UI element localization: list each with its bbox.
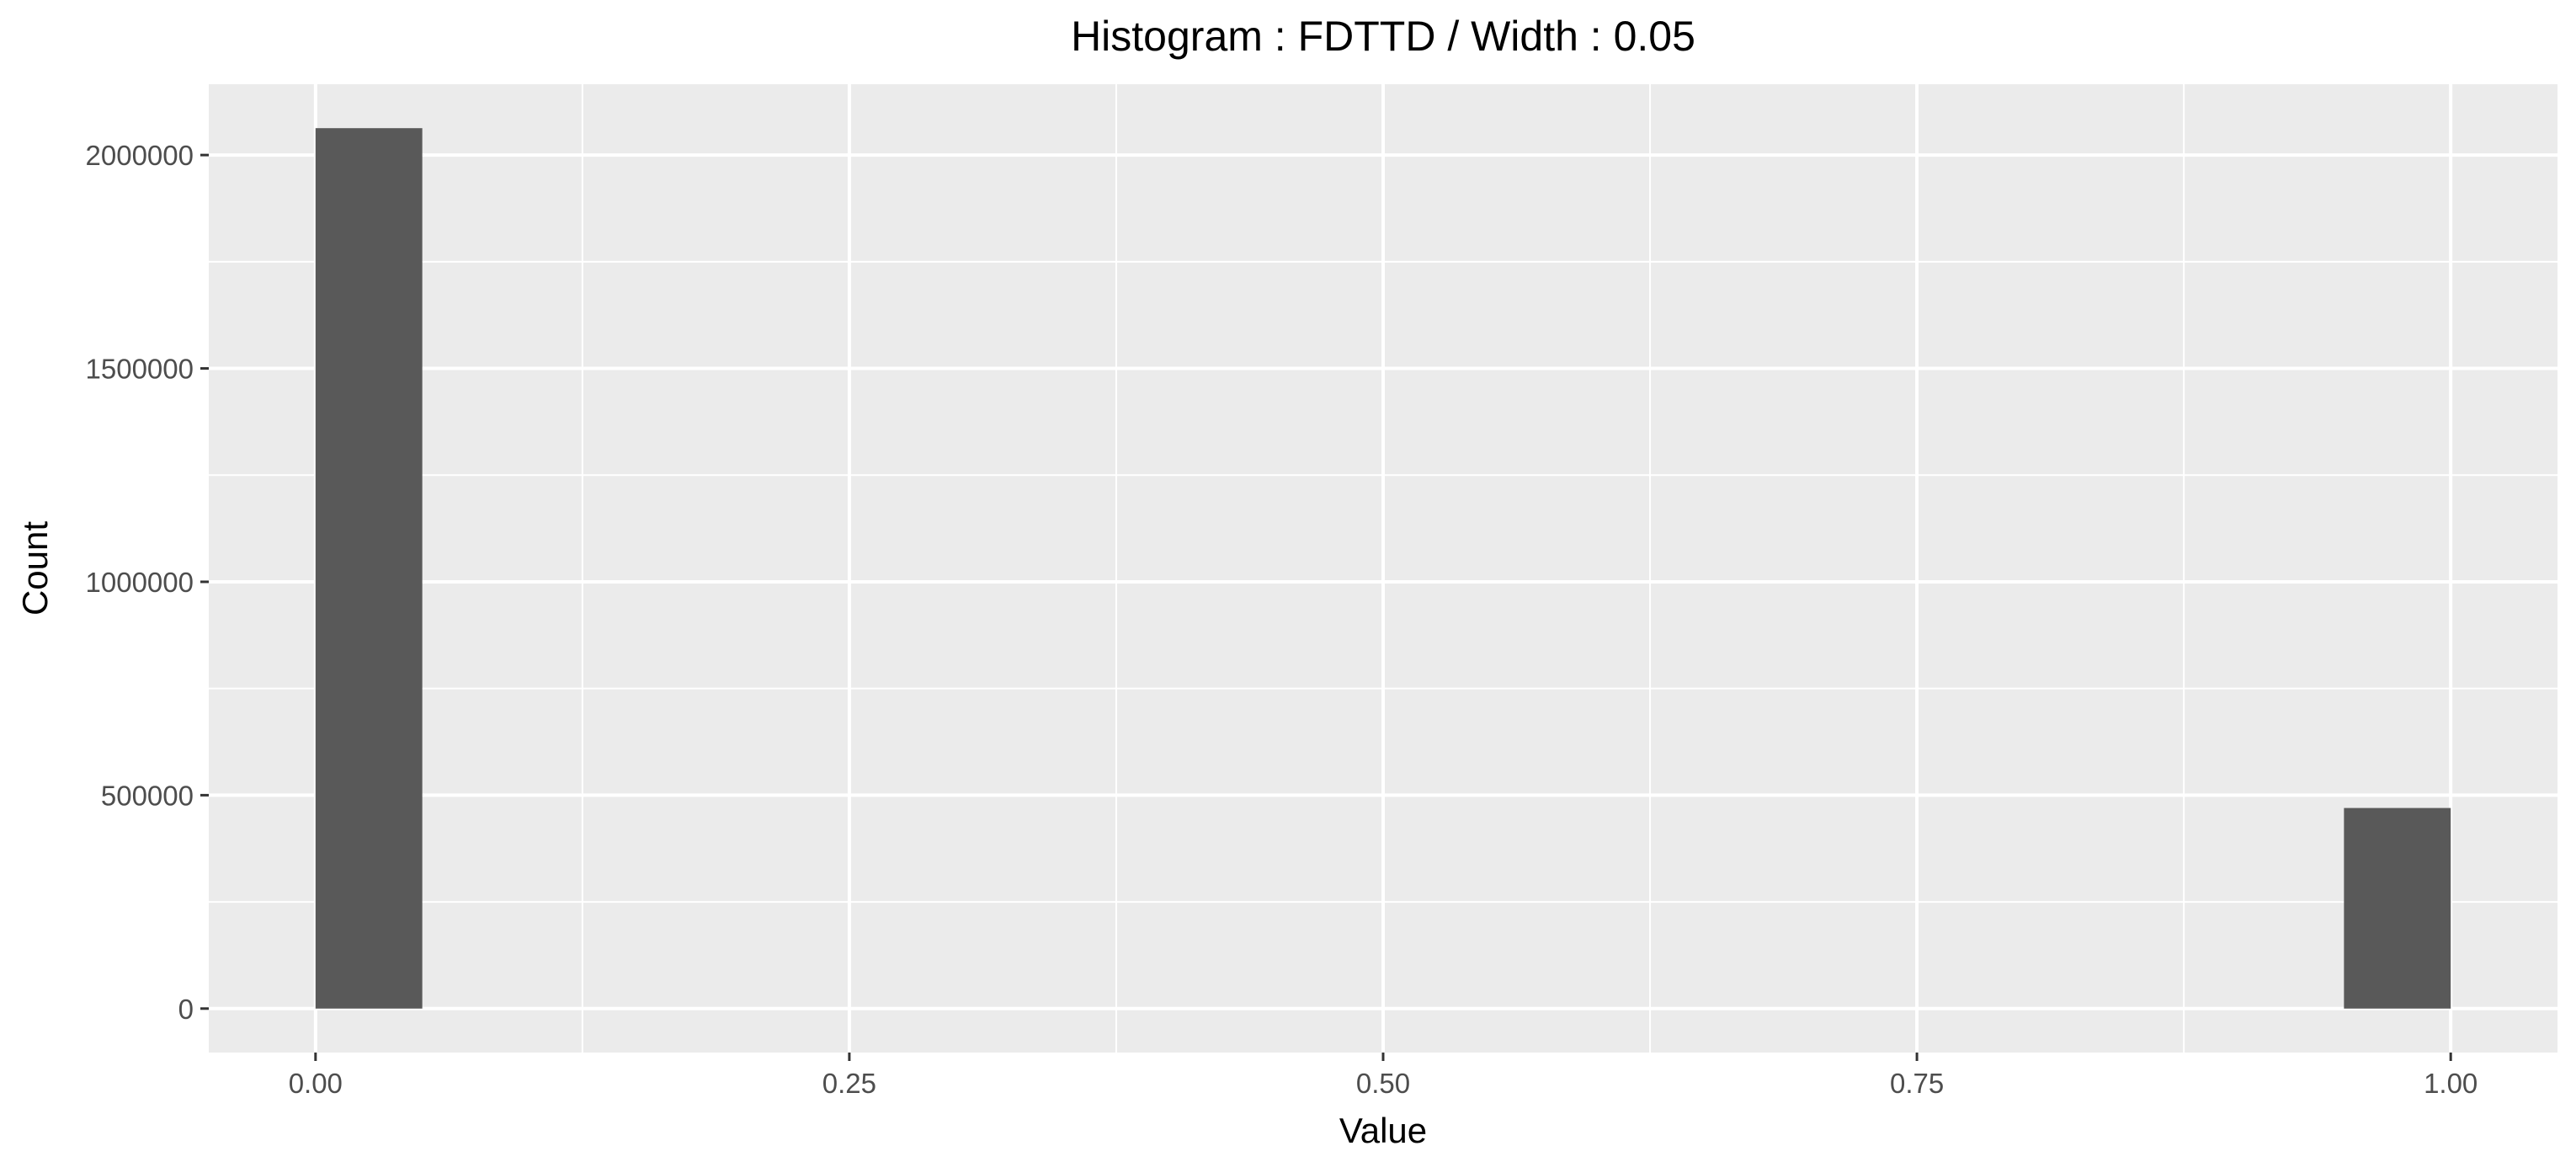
bars — [315, 128, 2451, 1009]
x-axis-title: Value — [1339, 1111, 1427, 1150]
chart-title: Histogram : FDTTD / Width : 0.05 — [1071, 13, 1695, 60]
x-tick-label: 0.25 — [822, 1068, 876, 1099]
x-tick-label: 0.00 — [289, 1068, 343, 1099]
x-axis-tick-labels: 0.00 0.25 0.50 0.75 1.00 — [289, 1068, 2478, 1099]
histogram-bar — [2344, 808, 2451, 1009]
x-tick-label: 0.50 — [1356, 1068, 1410, 1099]
y-tick-label: 500000 — [101, 780, 194, 811]
y-tick-label: 2000000 — [86, 140, 194, 171]
tick-marks — [200, 153, 2452, 1061]
histogram-bar — [315, 128, 423, 1009]
y-axis-tick-labels: 0 500000 1000000 1500000 2000000 — [86, 140, 194, 1025]
y-tick-label: 1000000 — [86, 567, 194, 598]
y-axis-title: Count — [15, 521, 55, 616]
y-tick-label: 1500000 — [86, 354, 194, 385]
x-tick-label: 1.00 — [2424, 1068, 2478, 1099]
y-tick-label: 0 — [178, 994, 194, 1025]
x-tick-label: 0.75 — [1890, 1068, 1944, 1099]
